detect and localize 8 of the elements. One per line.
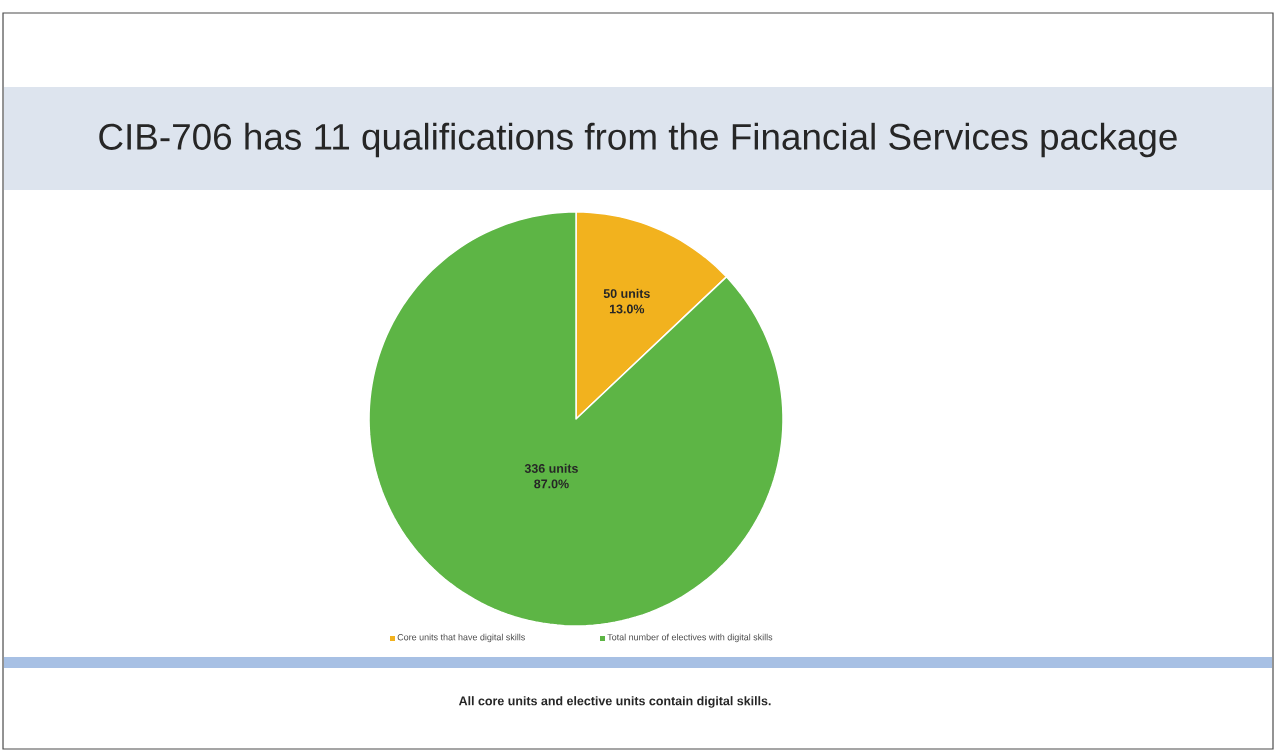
- legend-label: Core units that have digital skills: [397, 633, 525, 643]
- text: All core units and elective units contain digital skills.: [458, 696, 771, 708]
- chart-title: CIB-706 has 11 qualifications from the Financial Services package: [99, 122, 1177, 158]
- text: 87.0%: [534, 479, 569, 489]
- data-label: 336 units: [524, 463, 578, 473]
- text: 13.0%: [609, 304, 645, 314]
- data-label: 50 units: [603, 288, 650, 298]
- legend-label: Total number of electives with digital skills: [607, 633, 773, 643]
